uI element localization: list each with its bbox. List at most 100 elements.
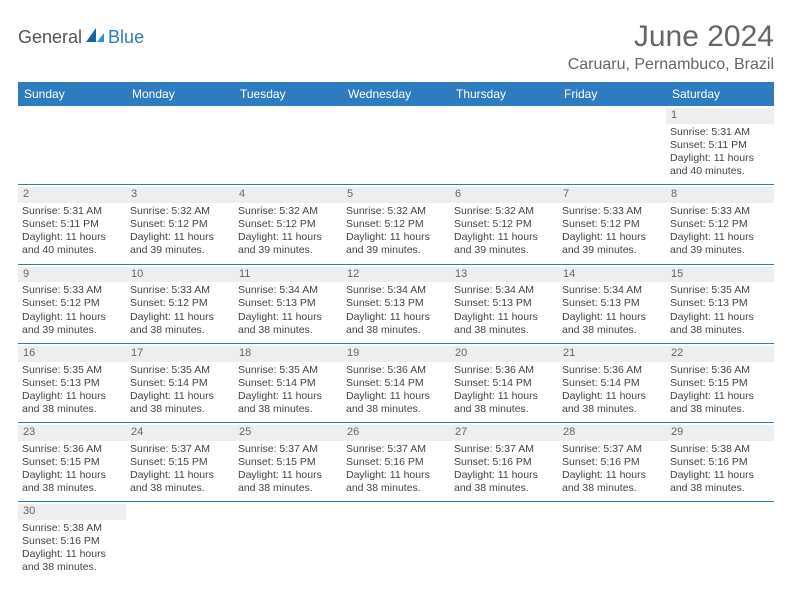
sunset-text: Sunset: 5:12 PM: [562, 218, 662, 231]
sunrise-text: Sunrise: 5:34 AM: [346, 284, 446, 297]
daylight-text: Daylight: 11 hours and 38 minutes.: [238, 390, 338, 416]
calendar-cell: 8Sunrise: 5:33 AMSunset: 5:12 PMDaylight…: [666, 185, 774, 264]
calendar-cell-empty: [558, 502, 666, 581]
day-number: 27: [450, 425, 558, 441]
calendar-row: 9Sunrise: 5:33 AMSunset: 5:12 PMDaylight…: [18, 264, 774, 343]
daylight-text: Daylight: 11 hours and 38 minutes.: [670, 469, 770, 495]
day-number: 16: [18, 346, 126, 362]
daylight-text: Daylight: 11 hours and 39 minutes.: [454, 231, 554, 257]
day-number: 13: [450, 267, 558, 283]
weekday-header: Friday: [558, 82, 666, 106]
daylight-text: Daylight: 11 hours and 38 minutes.: [22, 390, 122, 416]
sunset-text: Sunset: 5:13 PM: [670, 297, 770, 310]
sunset-text: Sunset: 5:16 PM: [454, 456, 554, 469]
day-number: 2: [18, 187, 126, 203]
daylight-text: Daylight: 11 hours and 38 minutes.: [562, 390, 662, 416]
sunrise-text: Sunrise: 5:35 AM: [130, 364, 230, 377]
calendar-cell: 9Sunrise: 5:33 AMSunset: 5:12 PMDaylight…: [18, 264, 126, 343]
calendar-cell-empty: [666, 502, 774, 581]
daylight-text: Daylight: 11 hours and 38 minutes.: [454, 469, 554, 495]
sunrise-text: Sunrise: 5:33 AM: [22, 284, 122, 297]
day-number: 22: [666, 346, 774, 362]
sunset-text: Sunset: 5:13 PM: [562, 297, 662, 310]
calendar-cell: 17Sunrise: 5:35 AMSunset: 5:14 PMDayligh…: [126, 343, 234, 422]
sail-icon: [84, 26, 106, 49]
sunset-text: Sunset: 5:14 PM: [238, 377, 338, 390]
location-subtitle: Caruaru, Pernambuco, Brazil: [568, 56, 774, 74]
calendar-cell: 14Sunrise: 5:34 AMSunset: 5:13 PMDayligh…: [558, 264, 666, 343]
day-number: 6: [450, 187, 558, 203]
sunset-text: Sunset: 5:13 PM: [22, 377, 122, 390]
header: General Blue June 2024 Caruaru, Pernambu…: [18, 20, 774, 74]
sunrise-text: Sunrise: 5:31 AM: [22, 205, 122, 218]
calendar-cell-empty: [126, 106, 234, 185]
day-number: 21: [558, 346, 666, 362]
sunrise-text: Sunrise: 5:32 AM: [454, 205, 554, 218]
calendar-cell: 13Sunrise: 5:34 AMSunset: 5:13 PMDayligh…: [450, 264, 558, 343]
day-number: 14: [558, 267, 666, 283]
daylight-text: Daylight: 11 hours and 39 minutes.: [562, 231, 662, 257]
daylight-text: Daylight: 11 hours and 38 minutes.: [454, 311, 554, 337]
sunset-text: Sunset: 5:14 PM: [130, 377, 230, 390]
calendar-cell-empty: [450, 106, 558, 185]
daylight-text: Daylight: 11 hours and 38 minutes.: [22, 548, 122, 574]
sunrise-text: Sunrise: 5:34 AM: [454, 284, 554, 297]
sunrise-text: Sunrise: 5:35 AM: [238, 364, 338, 377]
calendar-cell: 27 Sunrise: 5:37 AMSunset: 5:16 PMDayligh…: [450, 423, 558, 502]
calendar-cell-empty: [234, 106, 342, 185]
calendar-cell: 4Sunrise: 5:32 AMSunset: 5:12 PMDaylight…: [234, 185, 342, 264]
sunrise-text: Sunrise: 5:32 AM: [346, 205, 446, 218]
daylight-text: Daylight: 11 hours and 38 minutes.: [670, 311, 770, 337]
daylight-text: Daylight: 11 hours and 38 minutes.: [130, 469, 230, 495]
sunrise-text: Sunrise: 5:36 AM: [346, 364, 446, 377]
calendar-cell-empty: [126, 502, 234, 581]
calendar-cell: 26Sunrise: 5:37 AMSunset: 5:16 PMDayligh…: [342, 423, 450, 502]
day-number: 29: [666, 425, 774, 441]
calendar-cell: 2Sunrise: 5:31 AMSunset: 5:11 PMDaylight…: [18, 185, 126, 264]
calendar-cell: 20Sunrise: 5:36 AMSunset: 5:14 PMDayligh…: [450, 343, 558, 422]
daylight-text: Daylight: 11 hours and 38 minutes.: [562, 469, 662, 495]
daylight-text: Daylight: 11 hours and 38 minutes.: [562, 311, 662, 337]
sunset-text: Sunset: 5:13 PM: [454, 297, 554, 310]
sunset-text: Sunset: 5:12 PM: [670, 218, 770, 231]
sunrise-text: Sunrise: 5:37 AM: [454, 443, 554, 456]
calendar-cell: 23Sunrise: 5:36 AMSunset: 5:15 PMDayligh…: [18, 423, 126, 502]
logo-text-general: General: [18, 27, 82, 48]
sunrise-text: Sunrise: 5:35 AM: [22, 364, 122, 377]
calendar-table: Sunday Monday Tuesday Wednesday Thursday…: [18, 82, 774, 581]
calendar-cell: 25Sunrise: 5:37 AMSunset: 5:15 PMDayligh…: [234, 423, 342, 502]
calendar-cell: 15Sunrise: 5:35 AMSunset: 5:13 PMDayligh…: [666, 264, 774, 343]
calendar-cell: 28Sunrise: 5:37 AMSunset: 5:16 PMDayligh…: [558, 423, 666, 502]
calendar-cell: 12Sunrise: 5:34 AMSunset: 5:13 PMDayligh…: [342, 264, 450, 343]
sunset-text: Sunset: 5:15 PM: [238, 456, 338, 469]
sunrise-text: Sunrise: 5:37 AM: [346, 443, 446, 456]
daylight-text: Daylight: 11 hours and 38 minutes.: [130, 311, 230, 337]
sunrise-text: Sunrise: 5:36 AM: [22, 443, 122, 456]
sunset-text: Sunset: 5:11 PM: [22, 218, 122, 231]
weekday-header: Wednesday: [342, 82, 450, 106]
sunset-text: Sunset: 5:12 PM: [238, 218, 338, 231]
sunrise-text: Sunrise: 5:31 AM: [670, 126, 770, 139]
calendar-cell-empty: [558, 106, 666, 185]
sunrise-text: Sunrise: 5:35 AM: [670, 284, 770, 297]
daylight-text: Daylight: 11 hours and 39 minutes.: [346, 231, 446, 257]
daylight-text: Daylight: 11 hours and 38 minutes.: [346, 311, 446, 337]
sunset-text: Sunset: 5:12 PM: [454, 218, 554, 231]
sunrise-text: Sunrise: 5:38 AM: [670, 443, 770, 456]
sunset-text: Sunset: 5:14 PM: [562, 377, 662, 390]
calendar-row: 2 Sunrise: 5:31 AMSunset: 5:11 PM Daylight…: [18, 185, 774, 264]
day-number: 24: [126, 425, 234, 441]
sunset-text: Sunset: 5:12 PM: [130, 297, 230, 310]
sunset-text: Sunset: 5:15 PM: [130, 456, 230, 469]
sunset-text: Sunset: 5:13 PM: [238, 297, 338, 310]
calendar-cell: 19Sunrise: 5:36 AMSunset: 5:14 PMDayligh…: [342, 343, 450, 422]
sunset-text: Sunset: 5:14 PM: [454, 377, 554, 390]
sunset-text: Sunset: 5:15 PM: [670, 377, 770, 390]
sunset-text: Sunset: 5:16 PM: [22, 535, 122, 548]
sunrise-text: Sunrise: 5:33 AM: [130, 284, 230, 297]
sunrise-text: Sunrise: 5:36 AM: [454, 364, 554, 377]
sunrise-text: Sunrise: 5:34 AM: [238, 284, 338, 297]
day-number: 7: [558, 187, 666, 203]
daylight-text: Daylight: 11 hours and 38 minutes.: [238, 311, 338, 337]
day-number: 11: [234, 267, 342, 283]
